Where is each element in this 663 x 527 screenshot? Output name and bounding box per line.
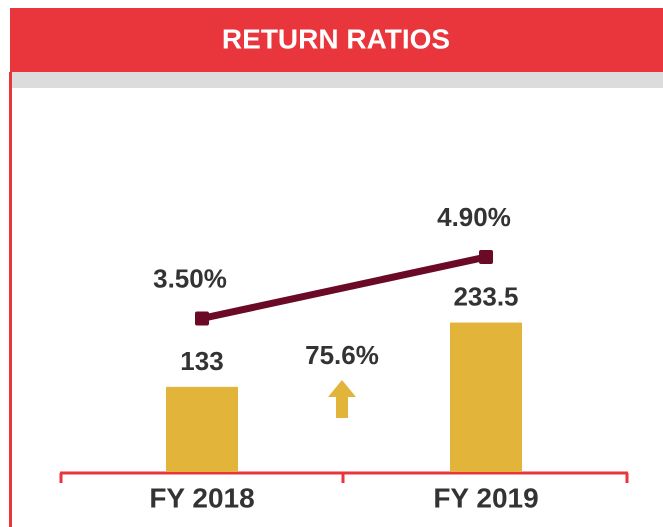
value-label: 3.50%: [153, 263, 227, 293]
value-label: 4.90%: [437, 202, 511, 232]
x-tick-label: FY 2019: [433, 482, 538, 513]
up-arrow: [328, 380, 356, 418]
line-marker: [479, 250, 493, 265]
header-band: [10, 8, 663, 72]
chart-title: RETURN RATIOS: [222, 23, 450, 54]
line: [201, 253, 487, 322]
left-border: [9, 72, 12, 527]
line-marker: [195, 311, 209, 326]
x-tick-label: FY 2018: [149, 482, 254, 513]
annotation: 75.6%: [305, 340, 379, 370]
bar: [166, 386, 238, 472]
bar: [450, 322, 522, 472]
value-label: 233.5: [453, 281, 518, 311]
header-shadow: [10, 72, 663, 88]
value-label: 133: [180, 346, 223, 376]
